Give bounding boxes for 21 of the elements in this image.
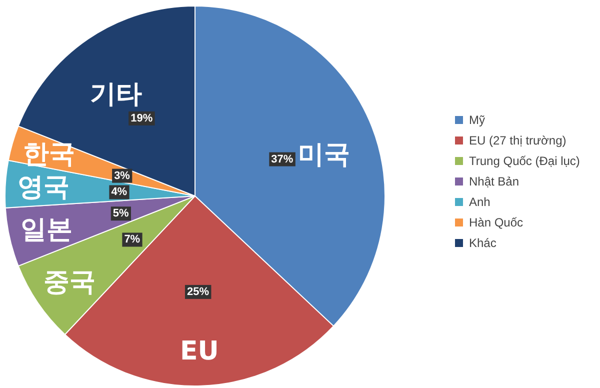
data-label: 19%: [130, 112, 153, 124]
text: EU: [180, 336, 219, 367]
text: 일본: [20, 215, 73, 246]
text: 한국: [23, 140, 76, 170]
text: 미국: [298, 140, 350, 170]
legend-label: Hàn Quốc: [469, 216, 524, 230]
text: 영국: [17, 172, 70, 202]
legend-label: EU (27 thị trường): [469, 134, 566, 148]
data-label: 3%: [114, 170, 130, 182]
data-label: 7%: [124, 234, 140, 246]
legend-label: Mỹ: [469, 113, 485, 127]
legend-label: Nhật Bản: [469, 174, 520, 188]
data-label: 25%: [186, 286, 210, 298]
data-label: 5%: [112, 208, 129, 220]
legend-label: Khác: [469, 236, 496, 250]
legend-label: Anh: [469, 195, 490, 209]
legend-label: Trung Quốc (Đại lục): [469, 154, 580, 168]
text: 기타: [90, 80, 142, 110]
data-label: 4%: [111, 186, 128, 198]
data-label: 37%: [271, 153, 294, 166]
text: 중국: [43, 267, 96, 298]
